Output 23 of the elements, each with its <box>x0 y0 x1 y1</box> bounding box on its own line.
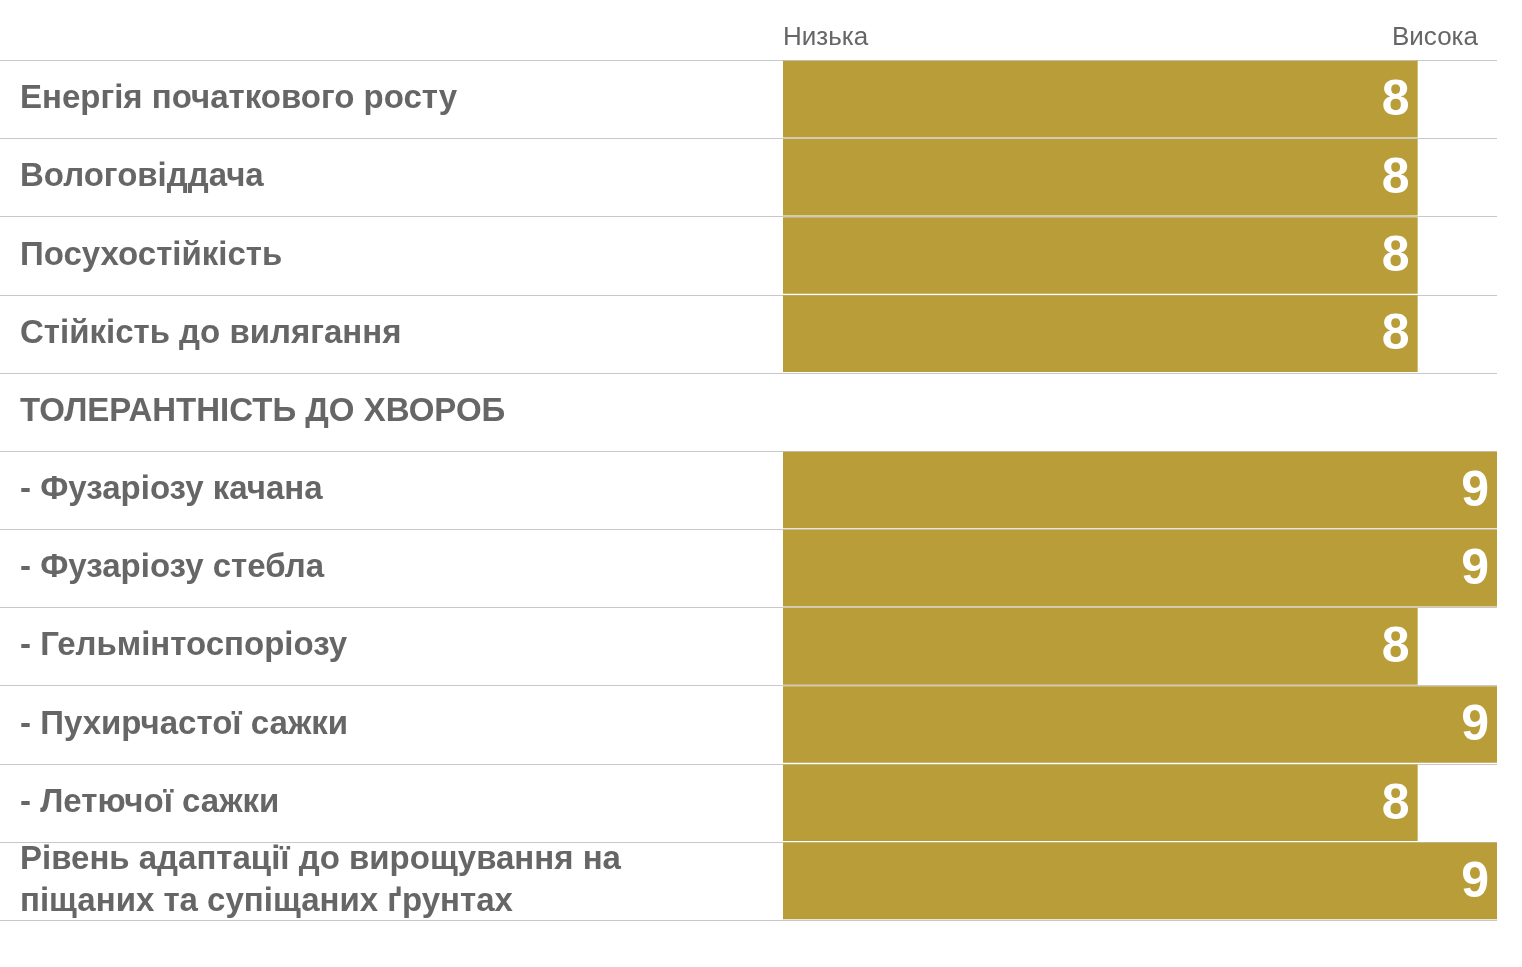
text: Низька <box>783 21 869 52</box>
y-tick-label: ТОЛЕРАНТНІСТЬ ДО ХВОРОБ <box>20 390 506 428</box>
y-tick-label: Енергія початкового росту <box>20 78 458 116</box>
y-tick-label: Посухостійкість <box>20 234 283 272</box>
data-label: 9 <box>1461 538 1489 595</box>
data-label: 9 <box>1461 460 1489 517</box>
data-label: 8 <box>1381 148 1410 205</box>
y-tick-label: - Гельмінтоспоріозу <box>20 625 348 663</box>
data-label: 8 <box>1381 304 1410 361</box>
text: Висока <box>1391 21 1479 52</box>
y-tick-label: - Пухирчастої сажки <box>20 703 349 741</box>
data-label: 9 <box>1461 851 1489 908</box>
data-label: 8 <box>1381 617 1410 674</box>
y-tick-label: - Летючої сажки <box>20 781 280 819</box>
data-label: 8 <box>1381 773 1410 830</box>
data-label: 8 <box>1381 226 1410 283</box>
y-tick-label: - Фузаріозу качана <box>20 469 324 507</box>
y-tick-label: Рівень адаптації до вирощування на піщаних та супіщаних ґрунтах <box>20 839 622 918</box>
y-tick-label: - Фузаріозу стебла <box>20 547 325 585</box>
data-label: 8 <box>1381 69 1410 126</box>
y-tick-label: Стійкість до вилягання <box>20 312 402 350</box>
y-tick-label: Вологовіддача <box>20 156 265 194</box>
data-label: 9 <box>1461 695 1489 752</box>
